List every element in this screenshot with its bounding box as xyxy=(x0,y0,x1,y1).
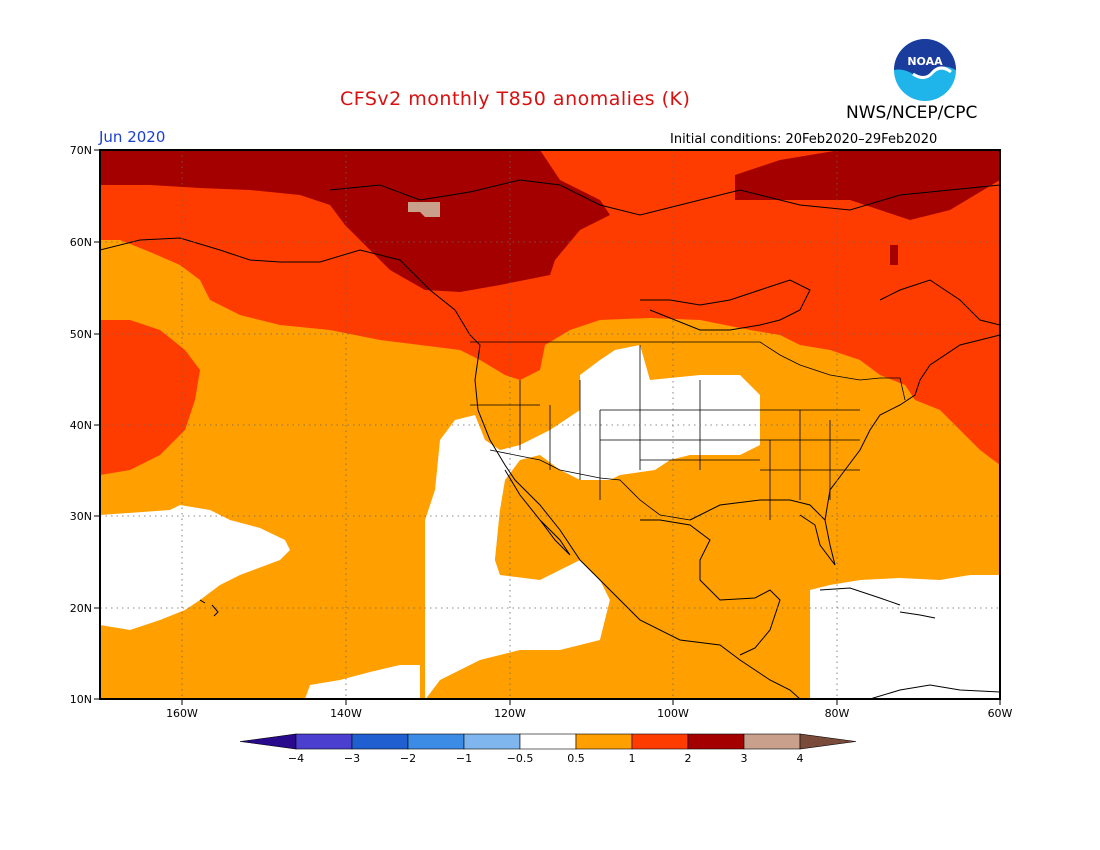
coastline-south-america xyxy=(869,684,1000,699)
colorbar-label: −4 xyxy=(288,752,304,765)
colorbar-swatch xyxy=(351,733,409,750)
agency-label: NWS/NCEP/CPC xyxy=(846,103,978,123)
colorbar-label: −2 xyxy=(400,752,416,765)
lat-label: 10N xyxy=(70,693,92,706)
lat-label: 30N xyxy=(70,510,92,523)
colorbar-label: 2 xyxy=(685,752,692,765)
colorbar-swatch xyxy=(463,733,521,750)
initial-conditions: Initial conditions: 20Feb2020–29Feb2020 xyxy=(670,132,938,147)
graticule xyxy=(100,150,1000,699)
colorbar-arrow-low xyxy=(239,733,297,750)
lon-label: 60W xyxy=(988,707,1013,720)
political-borders xyxy=(470,341,906,521)
forecast-month: Jun 2020 xyxy=(99,128,166,146)
coastline-hispaniola xyxy=(899,611,936,619)
region-red-pacific xyxy=(100,320,200,475)
noaa-logo-text: NOAA xyxy=(907,55,943,68)
lat-label: 20N xyxy=(70,602,92,615)
lat-label: 40N xyxy=(70,419,92,432)
coastline-gulf-mexico xyxy=(640,519,781,656)
region-white-southwest xyxy=(425,345,760,699)
lat-label: 70N xyxy=(70,144,92,157)
lon-label: 140W xyxy=(330,707,362,720)
axis-ticks xyxy=(94,149,1001,705)
region-white-east-pacific xyxy=(305,665,420,699)
latitude-labels: 70N 60N 50N 40N 30N 20N 10N xyxy=(70,144,92,706)
colorbar-label: 1 xyxy=(629,752,636,765)
border-states-east xyxy=(760,409,860,520)
region-white-pacific-west xyxy=(100,505,290,630)
coastline-baja xyxy=(504,469,571,556)
colorbar-swatch xyxy=(407,733,465,750)
colorbar-swatch xyxy=(631,733,689,750)
colorbar-swatch xyxy=(295,733,353,750)
coastline-cuba xyxy=(819,587,901,606)
colorbar-arrow-high xyxy=(799,733,857,750)
region-darkred-arctic-east xyxy=(735,150,1000,220)
colorbar-label: 4 xyxy=(797,752,804,765)
lon-label: 120W xyxy=(494,707,526,720)
region-tan-patch xyxy=(408,202,440,217)
colorbar-swatch xyxy=(743,733,801,750)
border-states-west-1 xyxy=(470,380,601,500)
lat-label: 50N xyxy=(70,328,92,341)
colorbar-label: −0.5 xyxy=(507,752,534,765)
coastline-east-us xyxy=(824,334,1000,521)
border-states-plains xyxy=(600,345,760,470)
lon-label: 160W xyxy=(166,707,198,720)
border-us-mexico xyxy=(489,449,691,521)
colorbar-label: 0.5 xyxy=(567,752,585,765)
region-red-north xyxy=(100,150,1000,465)
colorbar-label: −1 xyxy=(456,752,472,765)
chart-title: CFSv2 monthly T850 anomalies (K) xyxy=(340,88,691,110)
colorbar-label: −3 xyxy=(344,752,360,765)
coastline-hudson xyxy=(640,279,811,331)
colorbar: −4 −3 −2 −1 −0.5 0.5 1 2 3 4 xyxy=(239,733,857,765)
colorbar-swatch xyxy=(575,733,633,750)
lon-label: 80W xyxy=(825,707,850,720)
longitude-labels: 160W 140W 120W 100W 80W 60W xyxy=(166,707,1012,720)
region-orange-mexico xyxy=(495,450,810,655)
coastline-alaska xyxy=(100,237,801,699)
noaa-logo: NOAA xyxy=(894,39,956,101)
colorbar-swatch xyxy=(687,733,745,750)
colorbar-label: 3 xyxy=(741,752,748,765)
lat-label: 60N xyxy=(70,236,92,249)
border-us-canada xyxy=(470,341,906,401)
colorbar-swatch xyxy=(519,733,577,750)
region-darkred-spot xyxy=(890,245,898,265)
coastline-hawaii xyxy=(199,599,219,617)
anomaly-field xyxy=(100,150,1000,699)
region-white-caribbean xyxy=(810,575,1000,699)
region-darkred-alaska xyxy=(100,150,610,292)
coastlines xyxy=(100,179,1000,699)
coastline-labrador xyxy=(879,279,1000,326)
coastline-arctic xyxy=(329,179,1000,216)
lon-label: 100W xyxy=(657,707,689,720)
